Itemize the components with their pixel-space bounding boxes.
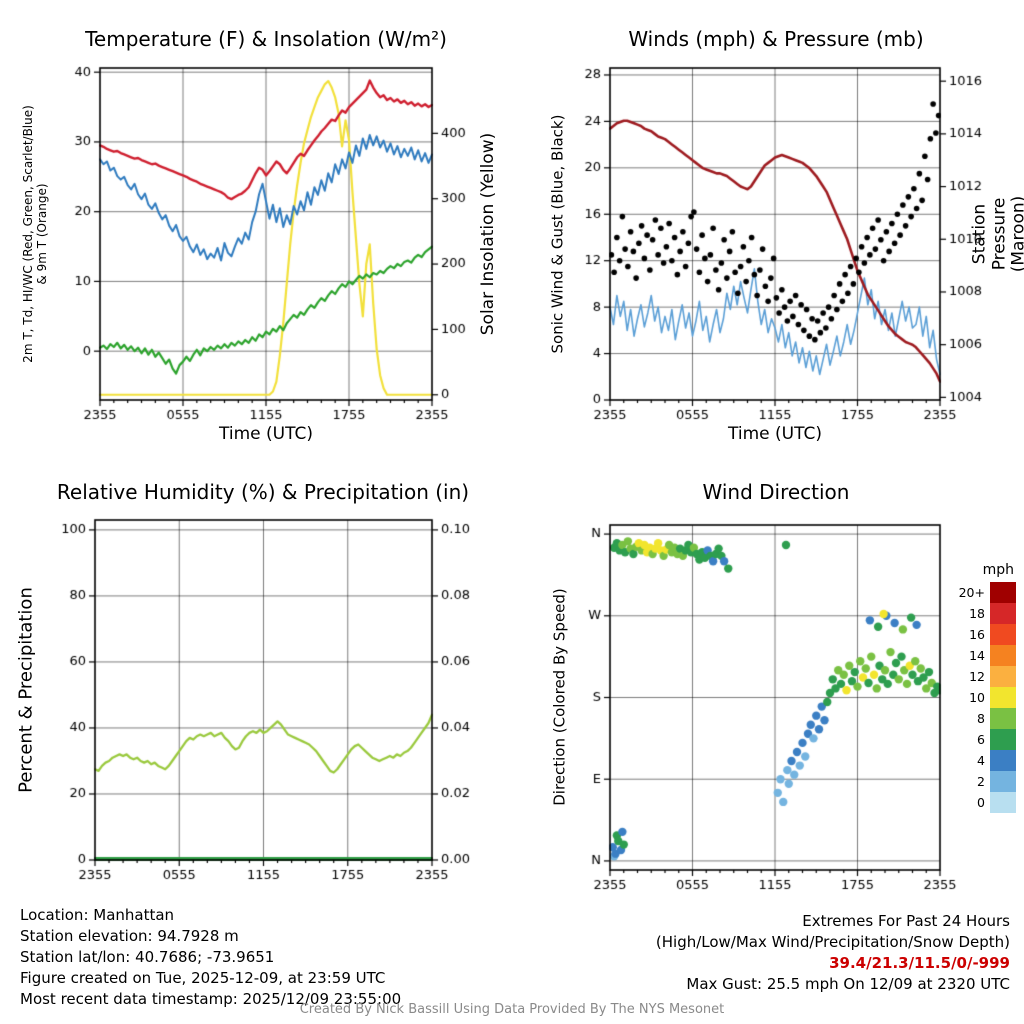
chart-title-winds-pressure: Winds (mph) & Pressure (mb): [628, 27, 924, 51]
extremes-values: 39.4/21.3/11.5/0/-999: [829, 954, 1010, 972]
legend-swatch: [990, 624, 1016, 645]
legend-label: 12: [969, 669, 985, 684]
legend-swatch: [990, 603, 1016, 624]
legend-row: 2: [940, 771, 1016, 792]
legend-swatch: [990, 729, 1016, 750]
legend-row: 16: [940, 624, 1016, 645]
humidity-precipitation-chart: [0, 512, 512, 902]
legend-swatch: [990, 750, 1016, 771]
legend-label: 20+: [958, 585, 985, 600]
legend-label: 18: [969, 606, 985, 621]
legend-row: 0: [940, 792, 1016, 813]
legend-swatch: [990, 645, 1016, 666]
station-latlon: Station lat/lon: 40.7686; -73.9651: [20, 948, 275, 966]
x-axis-label-winds: Time (UTC): [728, 424, 822, 444]
legend-label: 6: [977, 732, 985, 747]
chart-title-temperature-insolation: Temperature (F) & Insolation (W/m²): [85, 27, 447, 51]
legend-swatch: [990, 582, 1016, 603]
x-axis-label-temperature: Time (UTC): [219, 424, 313, 444]
legend-swatch: [990, 792, 1016, 813]
credit-line: Created By Nick Bassill Using Data Provi…: [299, 1002, 725, 1017]
chart-title-wind-direction: Wind Direction: [702, 480, 850, 504]
extremes-subtitle: (High/Low/Max Wind/Precipitation/Snow De…: [655, 933, 1010, 951]
legend-row: 8: [940, 708, 1016, 729]
legend-label: 10: [969, 690, 985, 705]
legend-label: 2: [977, 774, 985, 789]
y-axis-label-humidity-left: Percent & Precipitation: [15, 587, 37, 793]
legend-label: 8: [977, 711, 985, 726]
y-axis-label-wind-left: Sonic Wind & Gust (Blue, Black): [548, 114, 567, 354]
temperature-insolation-chart: [0, 60, 512, 452]
y-axis-label-temperature-left: 2m T, Td, HI/WC (Red, Green, Scarlet/Blu…: [21, 105, 49, 363]
legend-row: 20+: [940, 582, 1016, 603]
wind-speed-legend: mph 20+ 18 16 14 12 10 8 6 4 2 0: [940, 562, 1016, 813]
wind-direction-chart: [512, 512, 1024, 902]
legend-row: 12: [940, 666, 1016, 687]
legend-row: 18: [940, 603, 1016, 624]
station-info: Location: Manhattan Station elevation: 9…: [20, 905, 401, 1010]
legend-label: 4: [977, 753, 985, 768]
legend-title-mph: mph: [982, 562, 1014, 578]
legend-row: 14: [940, 645, 1016, 666]
chart-title-humidity-precipitation: Relative Humidity (%) & Precipitation (i…: [56, 480, 470, 504]
extremes-info: Extremes For Past 24 Hours (High/Low/Max…: [656, 911, 1010, 995]
winds-pressure-chart: [512, 60, 1024, 452]
station-location: Location: Manhattan: [20, 906, 175, 924]
legend-row: 6: [940, 729, 1016, 750]
y-axis-label-insolation-right: Solar Insolation (Yellow): [478, 132, 499, 336]
data-timestamp: Most recent data timestamp: 2025/12/09 2…: [20, 990, 402, 1008]
legend-label: 14: [969, 648, 985, 663]
legend-row: 10: [940, 687, 1016, 708]
legend-row: 4: [940, 750, 1016, 771]
legend-label: 16: [969, 627, 985, 642]
extremes-title: Extremes For Past 24 Hours: [802, 912, 1010, 930]
max-gust: Max Gust: 25.5 mph On 12/09 at 2320 UTC: [686, 975, 1010, 993]
station-elevation: Station elevation: 94.7928 m: [20, 927, 239, 945]
legend-swatch: [990, 708, 1016, 729]
legend-label: 0: [977, 795, 985, 810]
y-axis-label-pressure-right: Station Pressure (Maroon): [969, 195, 1024, 273]
legend-rows: 20+ 18 16 14 12 10 8 6 4 2 0: [940, 582, 1016, 813]
legend-swatch: [990, 687, 1016, 708]
legend-swatch: [990, 666, 1016, 687]
y-axis-label-direction-left: Direction (Colored By Speed): [550, 588, 569, 806]
legend-swatch: [990, 771, 1016, 792]
figure-created: Figure created on Tue, 2025-12-09, at 23…: [20, 969, 386, 987]
